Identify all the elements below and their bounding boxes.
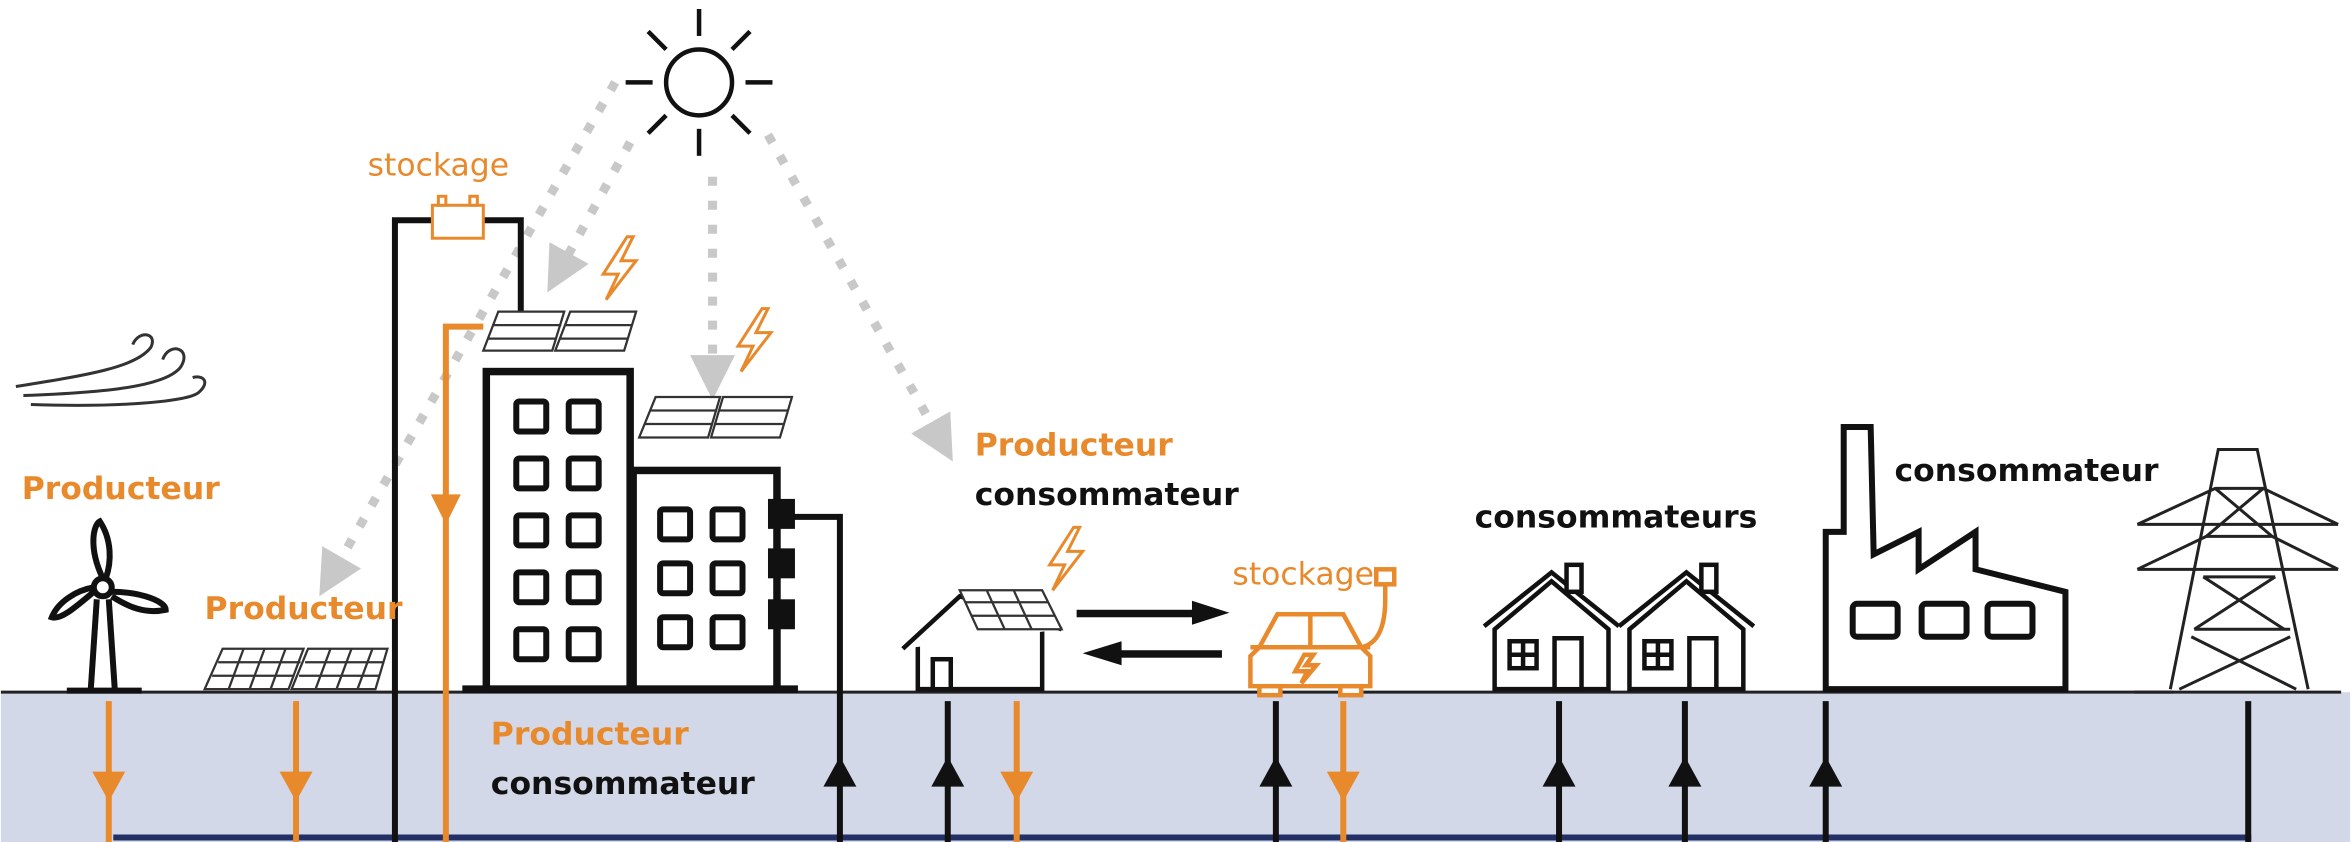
wind-part xyxy=(23,349,184,396)
prosumer-house-part xyxy=(933,659,951,689)
battery-part xyxy=(432,205,483,238)
exchange-arrows-part xyxy=(1083,641,1122,665)
arrow-down xyxy=(431,494,461,524)
houses-part xyxy=(1495,581,1609,689)
building-sockets-part xyxy=(768,499,795,529)
wind xyxy=(16,335,205,406)
exchange-arrows xyxy=(1077,601,1230,665)
solar-field-part xyxy=(205,649,304,689)
sun-rays-part xyxy=(558,142,630,272)
factory-part xyxy=(1853,604,1898,637)
sun-part xyxy=(666,49,732,115)
label: stockage xyxy=(1232,556,1374,592)
sun xyxy=(626,9,773,156)
sun-part xyxy=(732,31,750,49)
houses-part xyxy=(1689,638,1716,689)
wind-part xyxy=(16,335,153,387)
exchange-arrows-part xyxy=(1117,650,1222,657)
building-sockets-part xyxy=(768,599,795,629)
factory-part xyxy=(1988,604,2033,637)
wind-turbine-part xyxy=(91,599,97,689)
factory-part xyxy=(1922,604,1967,637)
building-sockets xyxy=(768,499,795,629)
label: Producteur xyxy=(975,427,1173,463)
building-part xyxy=(486,372,630,690)
houses-part xyxy=(1629,581,1743,689)
building-part xyxy=(633,470,777,689)
lightning-part xyxy=(738,309,771,372)
sun-part xyxy=(648,31,666,49)
pylon xyxy=(2134,449,2338,692)
solar-field xyxy=(205,649,388,689)
label: consommateur xyxy=(975,477,1240,513)
battery-part xyxy=(438,196,445,205)
diagram: stockage Producteur Producteur Producteu… xyxy=(0,0,2351,842)
exchange-arrows-part xyxy=(1077,610,1197,617)
battery-part xyxy=(470,196,477,205)
pylon-part xyxy=(2179,488,2296,689)
wind-turbine xyxy=(52,521,166,690)
pylon-part xyxy=(2137,488,2338,569)
roof-panels-part xyxy=(639,397,792,437)
wind-turbine-part xyxy=(52,587,94,617)
label: Producteur xyxy=(22,471,220,507)
houses xyxy=(1484,565,1754,689)
label: Producteur xyxy=(491,717,689,753)
battery xyxy=(432,196,483,238)
sun-rays-part xyxy=(768,135,942,442)
building-sockets-part xyxy=(768,548,795,578)
house-panels-part xyxy=(960,590,1062,629)
car-part xyxy=(1340,686,1361,695)
ground xyxy=(1,692,2350,842)
houses-part xyxy=(1555,638,1582,689)
car-part xyxy=(1259,686,1280,695)
roof-panels-part xyxy=(483,312,636,351)
label: Producteur xyxy=(205,591,403,627)
label: consommateur xyxy=(1894,453,2159,489)
page: stockage Producteur Producteur Producteu… xyxy=(0,0,2351,842)
label: consommateur xyxy=(491,766,756,802)
wind-turbine-part xyxy=(109,599,115,689)
label: consommateurs xyxy=(1475,499,1758,535)
houses-part xyxy=(1567,565,1582,592)
lightning-part xyxy=(603,237,636,300)
car-part xyxy=(1361,584,1385,647)
wind-turbine-part xyxy=(93,521,109,578)
house-panels xyxy=(960,590,1062,629)
exchange-arrows-part xyxy=(1192,601,1229,625)
label: stockage xyxy=(368,147,510,183)
houses-part xyxy=(1701,565,1716,592)
lightning-part xyxy=(1050,527,1083,590)
wind-turbine-part xyxy=(112,592,166,611)
wind-turbine-part xyxy=(94,578,112,596)
car-part xyxy=(1376,569,1394,584)
sun-part xyxy=(732,115,750,133)
sun-part xyxy=(648,115,666,133)
